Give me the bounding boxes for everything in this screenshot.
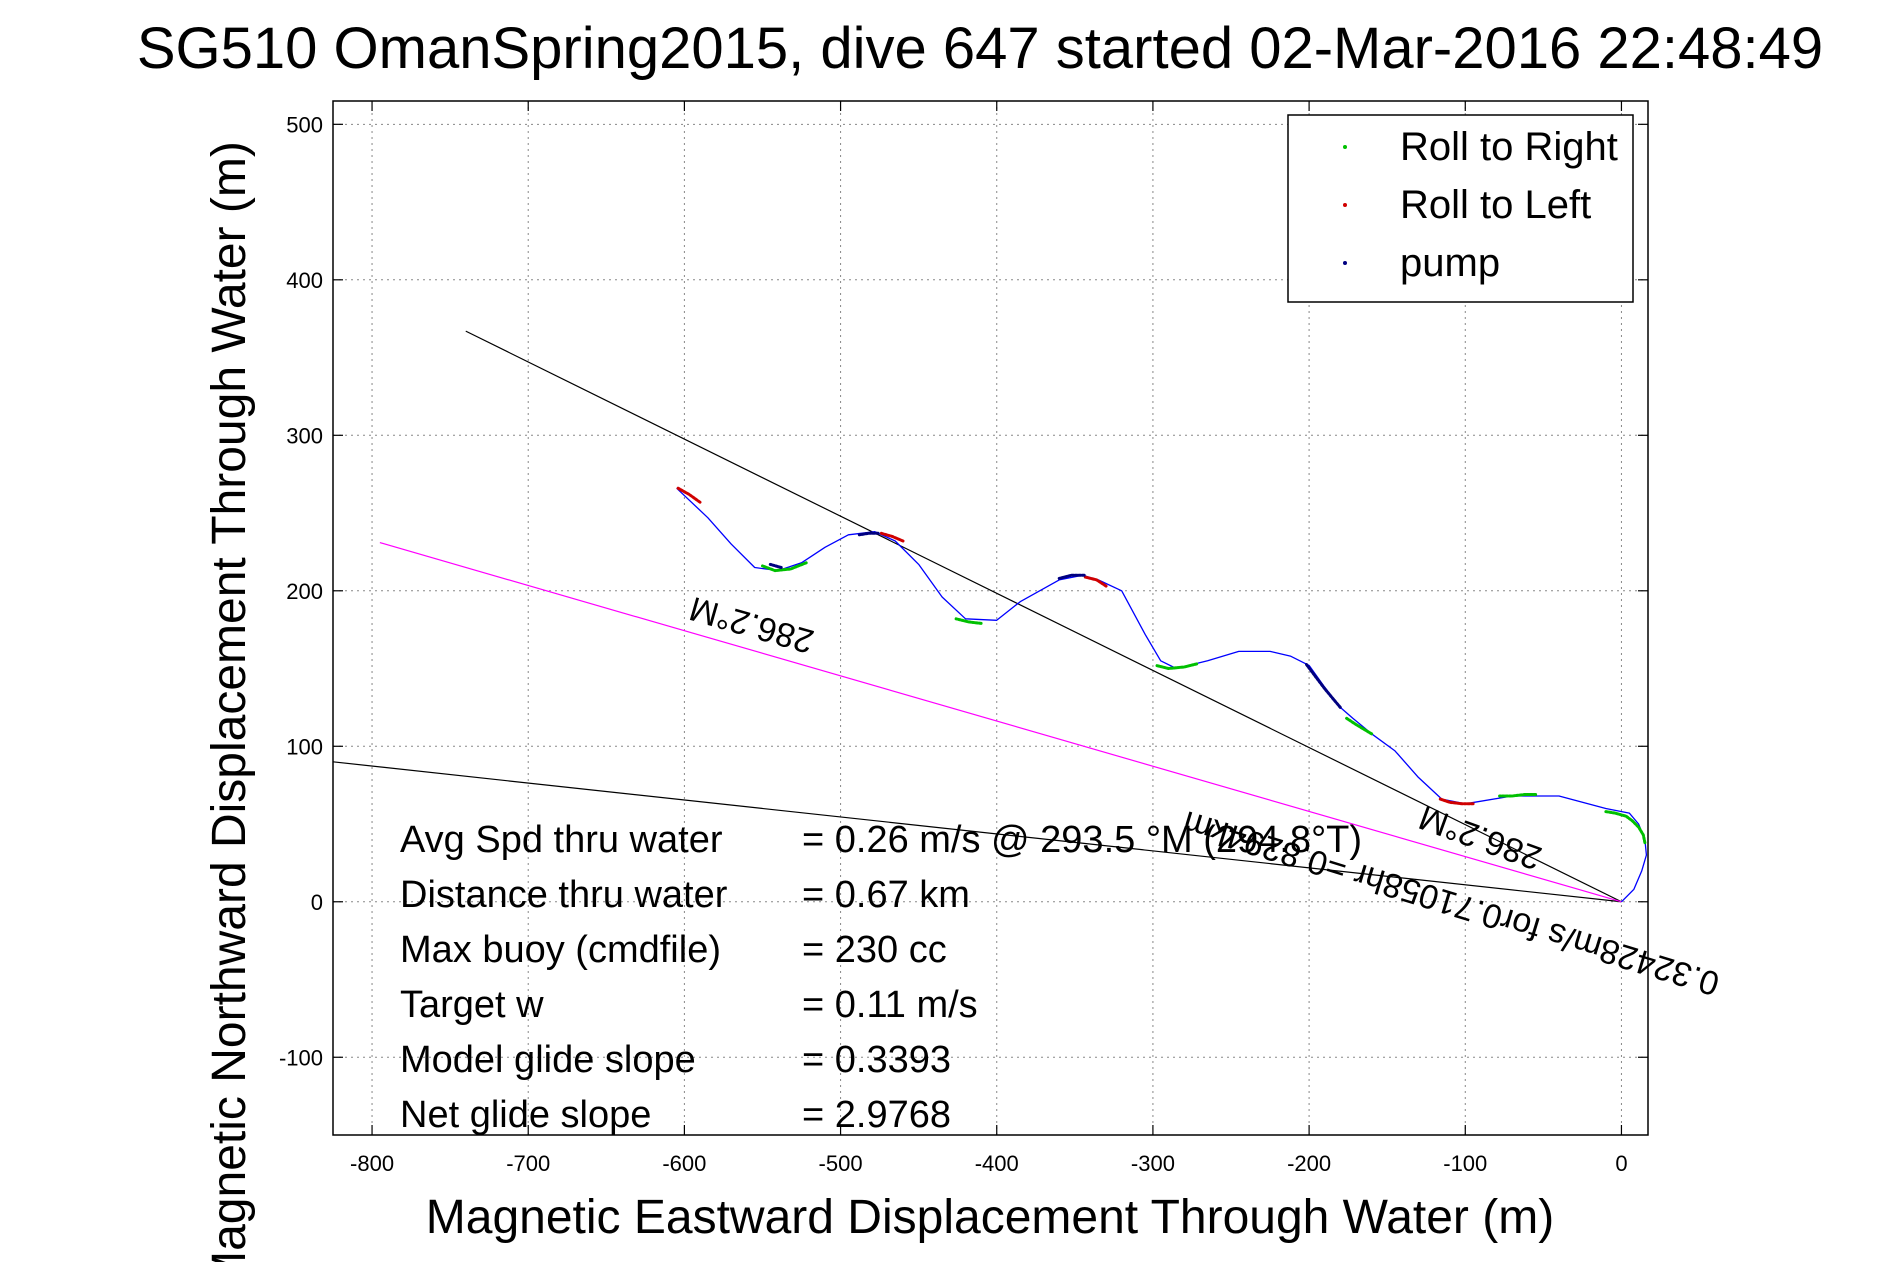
stat-value: = 230 cc bbox=[802, 929, 947, 971]
y-tick-label: 400 bbox=[286, 268, 323, 293]
series-pump-segment bbox=[768, 562, 783, 569]
x-tick-label: -400 bbox=[975, 1151, 1019, 1176]
series-roll-to-right-segment bbox=[1604, 810, 1647, 845]
series-roll-to-left-segment bbox=[1438, 797, 1475, 806]
series-pump-segment bbox=[857, 531, 880, 537]
x-tick-label: -300 bbox=[1131, 1151, 1175, 1176]
axis-ticks: -800 -700 -600 -500 -400 -300 -200 -100 0 -100 0 10… bbox=[279, 101, 1648, 1176]
series-track-line bbox=[676, 487, 1648, 903]
heading-line-lower bbox=[332, 761, 1622, 903]
y-tick-label: 500 bbox=[286, 112, 323, 137]
legend: Roll to Right Roll to Left pump bbox=[1287, 114, 1634, 303]
y-tick-label: 0 bbox=[311, 890, 323, 915]
data-series bbox=[676, 486, 1648, 903]
series-roll-to-right-segment bbox=[1345, 716, 1374, 736]
series-roll-to-right-segment bbox=[1498, 793, 1538, 798]
series-roll-to-right-segment bbox=[761, 561, 808, 573]
y-tick-label: 200 bbox=[286, 579, 323, 604]
stat-value: = 2.9768 bbox=[802, 1094, 951, 1136]
x-tick-label: -800 bbox=[350, 1151, 394, 1176]
series-roll-to-left-segment bbox=[1082, 575, 1108, 588]
stat-label: Max buoy (cmdfile) bbox=[400, 929, 721, 971]
stat-value: = 0.26 m/s @ 293.5 °M (294.8°T) bbox=[802, 819, 1362, 861]
series-roll-to-right-segment bbox=[1154, 662, 1199, 670]
legend-marker bbox=[1343, 145, 1347, 149]
series-roll-to-right-segment bbox=[954, 617, 983, 625]
x-tick-label: -600 bbox=[662, 1151, 706, 1176]
stat-label: Net glide slope bbox=[400, 1094, 651, 1136]
series-roll-to-left-segment bbox=[879, 531, 905, 543]
stat-label: Target w bbox=[400, 984, 544, 1026]
x-tick-label: -700 bbox=[506, 1151, 550, 1176]
legend-label: pump bbox=[1400, 241, 1500, 285]
stats-block: Avg Spd thru water = 0.26 m/s @ 293.5 °M … bbox=[400, 819, 1362, 1136]
x-tick-label: -500 bbox=[819, 1151, 863, 1176]
legend-marker bbox=[1343, 203, 1347, 207]
magenta-line bbox=[379, 542, 1622, 903]
heading-line-upper bbox=[465, 330, 1622, 903]
grid-lines bbox=[333, 101, 1648, 1135]
stat-value: = 0.11 m/s bbox=[802, 984, 978, 1026]
legend-label: Roll to Left bbox=[1400, 183, 1591, 227]
plot-frame bbox=[332, 100, 1649, 1136]
chart-title: SG510 OmanSpring2015, dive 647 started 0… bbox=[137, 16, 1823, 81]
y-tick-label: 100 bbox=[286, 734, 323, 759]
y-axis-label: Magnetic Northward Displacement Through … bbox=[203, 141, 256, 1262]
stat-label: Distance thru water bbox=[400, 874, 728, 916]
legend-label: Roll to Right bbox=[1400, 125, 1618, 169]
y-tick-label: -100 bbox=[279, 1045, 323, 1070]
stat-label: Avg Spd thru water bbox=[400, 819, 723, 861]
x-tick-label: -200 bbox=[1287, 1151, 1331, 1176]
stat-value: = 0.3393 bbox=[802, 1039, 951, 1081]
x-tick-label: 0 bbox=[1615, 1151, 1627, 1176]
series-pump-segment bbox=[1057, 573, 1086, 580]
stat-label: Model glide slope bbox=[400, 1039, 696, 1081]
reference-lines bbox=[332, 330, 1622, 903]
series-roll-to-left-segment bbox=[676, 486, 702, 504]
x-axis-label: Magnetic Eastward Displacement Through W… bbox=[426, 1191, 1554, 1244]
x-tick-label: -100 bbox=[1443, 1151, 1487, 1176]
legend-marker bbox=[1343, 261, 1347, 265]
stat-value: = 0.67 km bbox=[802, 874, 970, 916]
y-tick-label: 300 bbox=[286, 423, 323, 448]
series-pump-segment bbox=[1304, 662, 1342, 709]
